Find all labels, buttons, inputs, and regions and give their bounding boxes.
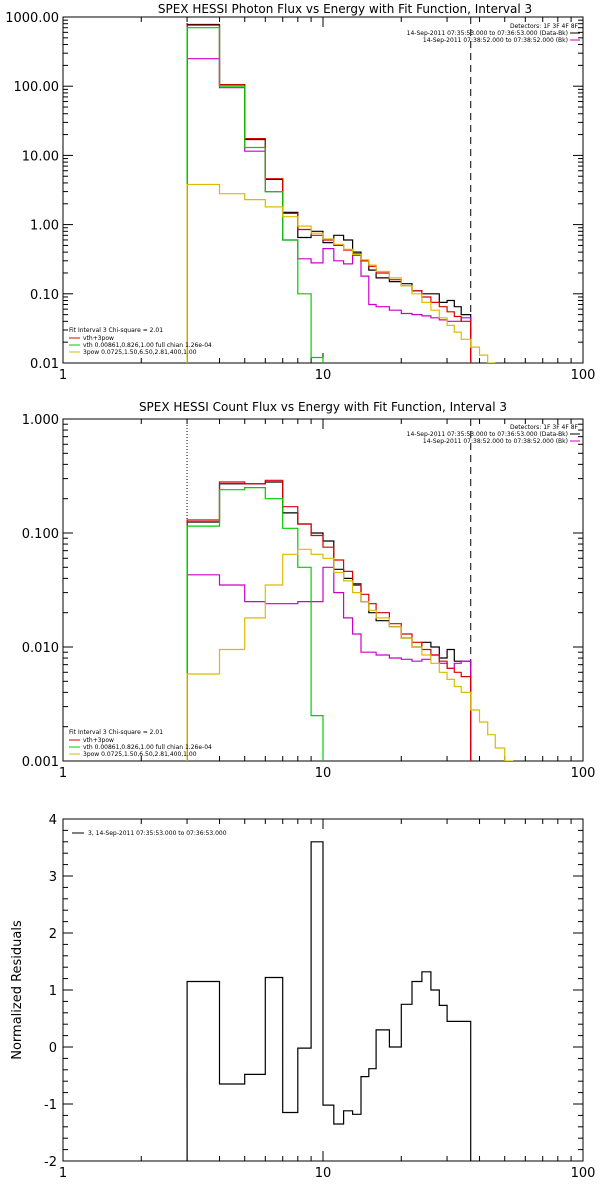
- legend-fit-header: Fit Interval 3 Chi-square = 2.01: [69, 729, 163, 736]
- legend-entry-power: 3pow 0.0725,1.50,6.50,2.81,400,1.00: [83, 751, 197, 758]
- x-tick-label: 1: [59, 368, 67, 383]
- plot-area: [186, 479, 514, 761]
- series-background_bk: [186, 58, 472, 363]
- legend-entry-bk: 14-Sep-2011 07:38:52.000 to 07:38:52.000…: [423, 37, 568, 44]
- series-sum: [186, 24, 472, 363]
- y-tick-label: -1: [44, 1098, 57, 1113]
- y-tick-label: 0.01: [30, 357, 59, 372]
- range-markers: [186, 17, 472, 363]
- range-markers: [186, 419, 472, 761]
- axes: 1 10 100 -2 -1 0 1 2 3 4: [44, 813, 595, 1181]
- photon-flux-panel: SPEX HESSI Photon Flux vs Energy with Fi…: [5, 2, 595, 383]
- legend-entry-bk: 14-Sep-2011 07:38:52.000 to 07:38:52.000…: [423, 438, 568, 445]
- legend-entry-data: 14-Sep-2011 07:35:53.000 to 07:36:53.000…: [407, 431, 568, 438]
- y-tick-label: 1: [49, 984, 57, 999]
- legend-entry-thermal: vth 0.00861,0.826,1.00 full chian 1.26e-…: [83, 744, 212, 751]
- y-tick-label: 0.010: [22, 641, 59, 656]
- y-tick-label: 10.00: [22, 149, 59, 164]
- series-power_law: [186, 183, 496, 363]
- legend-entry-sum: vth+3pow: [83, 737, 114, 744]
- series-power_law: [186, 548, 514, 761]
- y-tick-label: 0.001: [22, 755, 59, 770]
- legend-detectors: Detectors: 1F 3F 4F 8F: [510, 23, 579, 30]
- axes: 1 10 100 0.01 0.10 1.00 10.00 100.00 1000.00: [5, 11, 595, 383]
- chart-title: SPEX HESSI Photon Flux vs Energy with Fi…: [158, 2, 532, 16]
- axes: 1 10 100 0.001 0.010 0.100 1.000: [22, 413, 596, 781]
- legend-fit-header: Fit Interval 3 Chi-square = 2.01: [69, 327, 163, 334]
- series-data: [186, 481, 472, 761]
- y-axis-label: Normalized Residuals: [10, 920, 25, 1060]
- x-tick-label: 100: [571, 1166, 596, 1181]
- plot-area: [186, 841, 472, 1161]
- y-tick-label: 2: [49, 927, 57, 942]
- series-thermal: [186, 487, 324, 761]
- y-tick-label: -2: [44, 1155, 57, 1170]
- series-background_bk: [186, 566, 472, 761]
- count-flux-panel: SPEX HESSI Count Flux vs Energy with Fit…: [22, 400, 596, 781]
- y-tick-label: 1.000: [22, 413, 59, 428]
- legend-top-right: Detectors: 1F 3F 4F 8F 14-Sep-2011 07:35…: [407, 424, 580, 445]
- y-tick-label: 0: [49, 1041, 57, 1056]
- series-data: [186, 841, 472, 1161]
- plot-frame: [62, 16, 584, 364]
- legend-entry-data: 14-Sep-2011 07:35:53.000 to 07:36:53.000…: [407, 30, 568, 37]
- series-sum: [186, 479, 472, 761]
- legend-detectors: Detectors: 1F 3F 4F 8F: [510, 424, 579, 431]
- residuals-panel: 1 10 100 -2 -1 0 1 2 3 4 Normalized Residuals 3, …: [10, 813, 595, 1181]
- legend-entry-residual: 3, 14-Sep-2011 07:35:53.000 to 07:36:53.…: [88, 830, 227, 837]
- y-tick-label: 100.00: [14, 80, 60, 95]
- y-tick-label: 1000.00: [5, 11, 59, 26]
- x-tick-label: 100: [571, 766, 596, 781]
- plot-area: [186, 23, 496, 363]
- y-tick-label: 1.00: [30, 219, 59, 234]
- legend-entry-sum: vth+3pow: [83, 335, 114, 342]
- x-tick-label: 1: [59, 1166, 67, 1181]
- x-tick-label: 100: [571, 368, 596, 383]
- y-tick-label: 3: [49, 870, 57, 885]
- legend-top-right: Detectors: 1F 3F 4F 8F 14-Sep-2011 07:35…: [407, 23, 580, 44]
- x-tick-label: 10: [315, 1166, 332, 1181]
- series-thermal: [186, 27, 324, 363]
- legend-entry-power: 3pow 0.0725,1.50,6.50,2.81,400,1.00: [83, 349, 197, 356]
- legend-entry-thermal: vth 0.00861,0.826,1.00 full chian 1.26e-…: [83, 342, 212, 349]
- y-tick-label: 0.100: [22, 527, 59, 542]
- chart-title: SPEX HESSI Count Flux vs Energy with Fit…: [139, 400, 507, 414]
- legend-bottom-left: Fit Interval 3 Chi-square = 2.01 vth+3po…: [69, 327, 212, 356]
- y-tick-label: 0.10: [30, 288, 59, 303]
- legend-bottom-left: Fit Interval 3 Chi-square = 2.01 vth+3po…: [69, 729, 212, 758]
- x-tick-label: 1: [59, 766, 67, 781]
- legend-top-left: 3, 14-Sep-2011 07:35:53.000 to 07:36:53.…: [72, 830, 227, 837]
- x-tick-label: 10: [315, 368, 332, 383]
- y-tick-label: 4: [49, 813, 57, 828]
- x-tick-label: 10: [315, 766, 332, 781]
